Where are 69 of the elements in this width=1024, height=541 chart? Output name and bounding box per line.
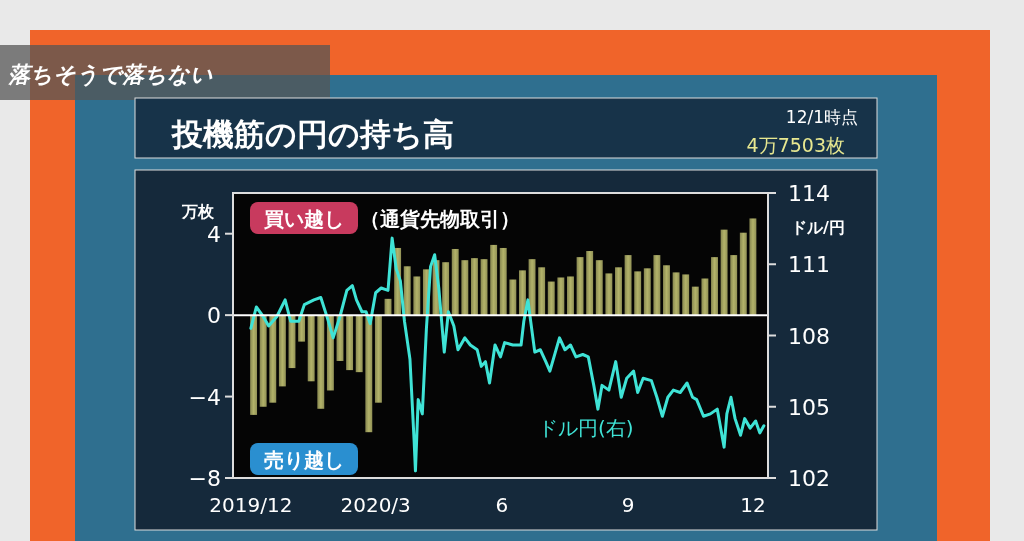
bar [739, 232, 747, 316]
line-series [249, 236, 766, 473]
bar [509, 279, 517, 316]
bar [278, 315, 286, 387]
bar [317, 315, 325, 409]
y2-tick-label: 111 [788, 252, 830, 278]
bar [307, 315, 315, 382]
x-tick-label: 12 [740, 493, 766, 517]
bar [624, 255, 632, 316]
bar [250, 315, 258, 415]
bar [413, 276, 421, 316]
annotation: 買い越し [263, 207, 344, 231]
y-tick-label: −4 [188, 384, 221, 410]
text: 12/1時点 [785, 107, 858, 127]
series-label: ドル円(右) [537, 416, 634, 441]
bar [518, 270, 526, 316]
y-axis-title: 万枚 [181, 202, 215, 221]
bar [605, 273, 613, 316]
bar [691, 286, 699, 316]
bar [365, 315, 373, 433]
bar [259, 315, 267, 407]
bar [586, 251, 594, 316]
y2-tick-label: 114 [788, 181, 830, 206]
y2-tick-label: 108 [788, 323, 830, 349]
bar [355, 315, 363, 373]
bar [557, 277, 565, 316]
text: 4万7503枚 [746, 134, 845, 156]
y2-tick-label: 105 [788, 394, 830, 420]
y-tick-label: −8 [188, 466, 221, 491]
bar [269, 315, 277, 403]
bar [461, 260, 469, 316]
bar [595, 260, 603, 316]
y-tick-label: 4 [207, 221, 221, 247]
bar [451, 248, 459, 316]
bar [346, 315, 354, 371]
text: 落ちそうで落ちない [8, 62, 213, 87]
bar [403, 266, 411, 316]
bar [653, 255, 661, 316]
bar [528, 259, 536, 316]
bar [720, 229, 728, 316]
bar [615, 267, 622, 316]
bar [634, 271, 642, 316]
bar [672, 272, 680, 316]
bar [730, 255, 738, 316]
bar [374, 315, 382, 403]
bar [682, 274, 690, 316]
x-tick-label: 2020/3 [340, 493, 411, 517]
bar [567, 276, 574, 316]
bar [538, 267, 546, 316]
x-tick-label: 6 [495, 493, 509, 517]
annotation: 売り越し [264, 448, 344, 472]
bar [490, 244, 498, 316]
bar [547, 281, 555, 316]
annotation: （通貨先物取引） [360, 207, 520, 231]
x-tick-label: 2019/12 [209, 493, 293, 517]
bar [701, 278, 709, 316]
bar [442, 262, 450, 316]
bar [711, 257, 718, 316]
bar [643, 268, 651, 316]
bar [749, 218, 757, 316]
bar [470, 258, 478, 316]
chart-title: 投機筋の円の持ち高 [171, 116, 454, 152]
x-tick-label: 9 [621, 493, 635, 517]
y2-axis-title: ドル/円 [791, 218, 845, 237]
y2-tick-label: 102 [788, 466, 830, 491]
bar [499, 247, 507, 316]
y-tick-label: 0 [207, 303, 221, 329]
bar [576, 257, 584, 316]
bar [663, 265, 670, 316]
